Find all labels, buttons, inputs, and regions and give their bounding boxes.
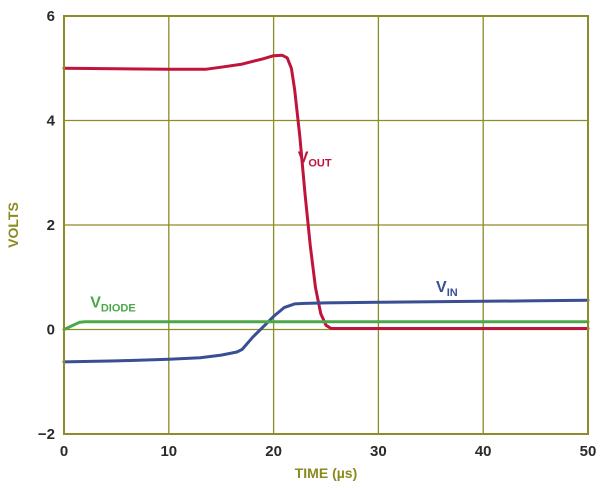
series-line-vdiode (62, 320, 590, 331)
y-tick-label: 6 (47, 8, 55, 25)
x-tick-label: 30 (370, 443, 387, 460)
grid (64, 16, 588, 434)
y-tick-label: 0 (47, 322, 55, 339)
series-line-vout (62, 53, 590, 330)
x-tick-label: 0 (60, 443, 68, 460)
y-tick-label: −2 (38, 426, 55, 443)
plot-frame (63, 15, 589, 435)
x-axis-title: TIME (µs) (295, 465, 358, 481)
x-tick-label: 50 (580, 443, 597, 460)
y-tick-label: 4 (47, 113, 56, 130)
series-layer (62, 53, 590, 364)
y-axis-title: VOLTS (5, 202, 21, 248)
y-tick-label: 2 (47, 217, 55, 234)
x-tick-label: 20 (265, 443, 282, 460)
x-tick-label: 40 (475, 443, 492, 460)
x-tick-label: 10 (160, 443, 177, 460)
tick-labels: 0 10 20 30 40 50 −2 0 2 4 6 (38, 8, 596, 460)
series-line-vin (62, 298, 590, 364)
